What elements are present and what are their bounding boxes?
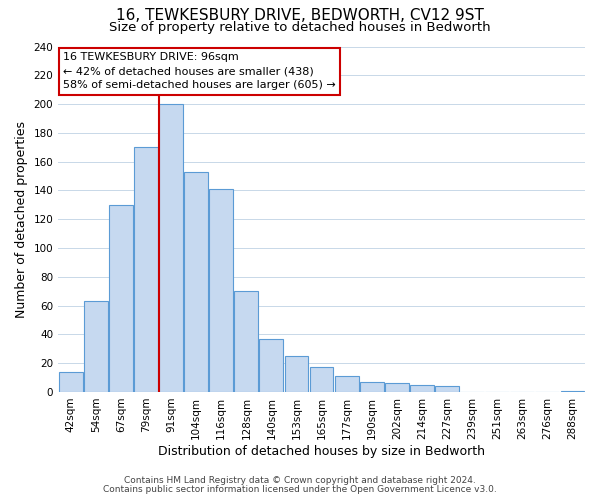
Text: 16, TEWKESBURY DRIVE, BEDWORTH, CV12 9ST: 16, TEWKESBURY DRIVE, BEDWORTH, CV12 9ST <box>116 8 484 22</box>
Bar <box>109 205 133 392</box>
Text: Size of property relative to detached houses in Bedworth: Size of property relative to detached ho… <box>109 22 491 35</box>
Bar <box>59 372 83 392</box>
Bar <box>385 384 409 392</box>
Bar <box>209 189 233 392</box>
Bar <box>335 376 359 392</box>
Text: Contains public sector information licensed under the Open Government Licence v3: Contains public sector information licen… <box>103 485 497 494</box>
Bar <box>560 390 584 392</box>
Bar <box>360 382 383 392</box>
Bar <box>310 368 334 392</box>
X-axis label: Distribution of detached houses by size in Bedworth: Distribution of detached houses by size … <box>158 444 485 458</box>
Bar <box>435 386 459 392</box>
Bar <box>410 385 434 392</box>
Bar <box>259 338 283 392</box>
Bar <box>235 291 258 392</box>
Bar <box>284 356 308 392</box>
Text: Contains HM Land Registry data © Crown copyright and database right 2024.: Contains HM Land Registry data © Crown c… <box>124 476 476 485</box>
Y-axis label: Number of detached properties: Number of detached properties <box>15 120 28 318</box>
Bar <box>184 172 208 392</box>
Text: 16 TEWKESBURY DRIVE: 96sqm
← 42% of detached houses are smaller (438)
58% of sem: 16 TEWKESBURY DRIVE: 96sqm ← 42% of deta… <box>63 52 336 90</box>
Bar <box>159 104 183 392</box>
Bar <box>134 148 158 392</box>
Bar <box>84 302 108 392</box>
